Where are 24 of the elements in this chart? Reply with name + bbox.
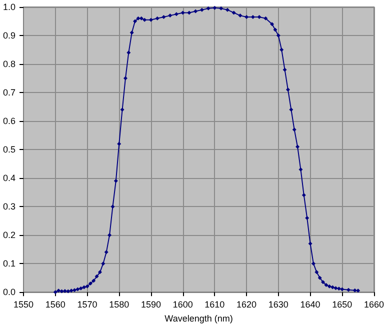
- y-tick-label: 0.2: [2, 230, 16, 240]
- y-tick-label: 1.0: [2, 2, 16, 12]
- x-tick-label: 1570: [77, 300, 98, 310]
- x-tick-label: 1630: [268, 300, 288, 310]
- x-tick-label: 1550: [13, 300, 34, 310]
- x-tick-label: 1650: [332, 300, 352, 310]
- x-tick-label: 1590: [140, 300, 161, 310]
- x-tick-label: 1620: [236, 300, 257, 310]
- y-tick-label: 0.6: [2, 116, 16, 126]
- x-tick-label: 1610: [204, 300, 225, 310]
- x-tick-label: 1660: [364, 300, 384, 310]
- y-tick-label: 0.0: [2, 287, 16, 298]
- y-tick-label: 0.8: [2, 59, 16, 70]
- x-tick-label: 1560: [45, 300, 66, 310]
- y-tick-label: 0.7: [2, 88, 16, 98]
- y-tick-label: 0.3: [2, 202, 16, 212]
- x-axis-title: Wavelength (nm): [164, 314, 233, 324]
- y-tick-label: 0.5: [2, 144, 16, 155]
- x-tick-label: 1580: [109, 300, 130, 310]
- y-tick-label: 0.9: [2, 30, 16, 41]
- y-tick-label: 0.4: [2, 173, 16, 184]
- y-tick-label: 0.1: [2, 258, 16, 269]
- x-tick-label: 1640: [300, 300, 320, 310]
- x-tick-label: 1600: [172, 300, 193, 310]
